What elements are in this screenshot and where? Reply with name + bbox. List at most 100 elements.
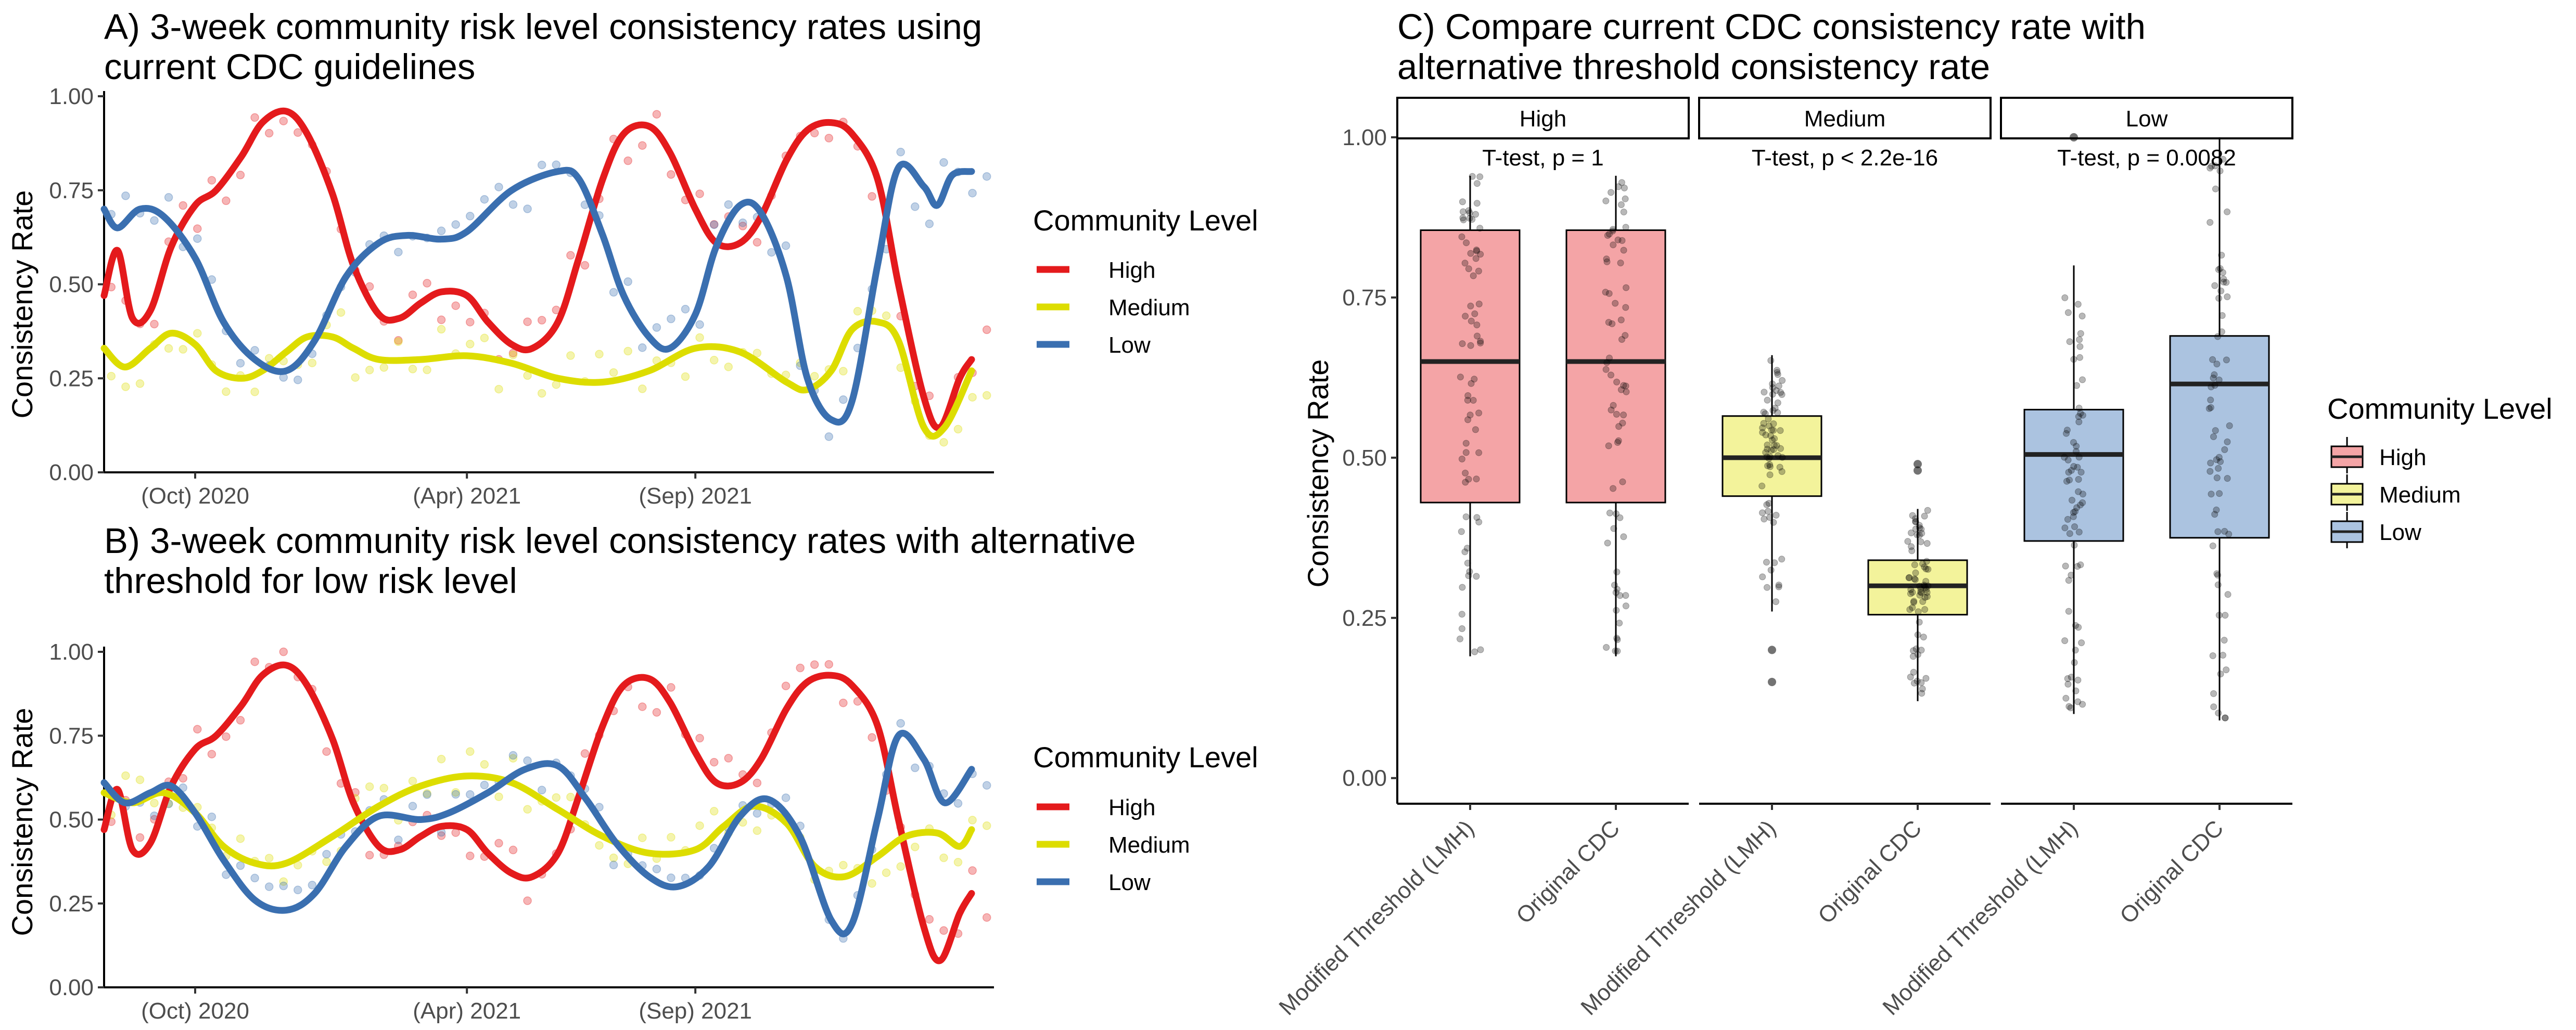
jitter-point [1622,382,1629,390]
jitter-point [1473,248,1481,254]
data-point-medium [466,340,475,349]
data-point-medium [667,833,675,842]
series-line-low [100,160,975,426]
jitter-point [1907,674,1914,680]
jitter-point [2209,356,2216,363]
data-point-low [911,202,920,211]
jitter-point [2212,427,2219,434]
jitter-point [1775,382,1782,390]
data-point-high [394,336,403,345]
data-point-high [150,319,159,329]
jitter-point [1613,586,1621,593]
jitter-point [1616,592,1624,599]
jitter-point [2217,671,2224,678]
jitter-point [1475,300,1483,307]
data-point-high [968,866,977,875]
jitter-point [1774,367,1781,374]
data-point-low [279,881,288,891]
outlier-point [1768,677,1776,686]
data-point-medium [178,345,187,354]
jitter-point [2222,714,2229,722]
data-point-high [508,349,518,357]
data-point-medium [466,747,475,756]
jitter-point [1622,195,1629,202]
jitter-point [1770,420,1777,428]
outlier-point [1768,646,1776,654]
data-point-low [523,204,532,213]
jitter-point [1769,407,1777,414]
data-point-medium [609,853,618,862]
data-point-medium [982,821,991,830]
panel-b-legend-title: Community Level [1033,741,1258,774]
jitter-point [2070,356,2077,363]
data-point-high [580,749,590,758]
data-point-high [667,683,675,692]
data-point-low [968,188,977,198]
data-point-high [193,725,202,734]
data-point-high [580,261,590,270]
jitter-point [2079,411,2086,419]
jitter-point [1462,479,1469,486]
jitter-point [1774,371,1781,378]
data-point-medium [882,311,891,320]
jitter-point [2216,265,2224,272]
jitter-point [1475,519,1483,525]
data-point-medium [279,877,288,886]
jitter-point [2072,687,2080,694]
jitter-point [1764,396,1771,404]
jitter-point [1910,598,1918,605]
jitter-point [1771,405,1779,412]
data-point-low [121,191,130,200]
jitter-point [1467,250,1474,257]
jitter-point [2076,343,2084,350]
jitter-point [2207,164,2214,172]
jitter-point [1772,598,1779,606]
jitter-point [2208,491,2215,498]
data-point-low [250,873,259,883]
data-point-medium [868,879,876,888]
jitter-point [2215,710,2222,717]
data-point-low [236,861,245,870]
data-point-low [150,216,159,225]
legend-label-high: High [1108,795,1156,820]
jitter-point [1618,336,1625,343]
jitter-point [2220,652,2226,659]
jitter-point [1462,513,1470,520]
data-point-low [911,763,920,772]
jitter-point [2076,336,2083,343]
jitter-point [1762,431,1769,439]
jitter-point [1463,239,1470,247]
jitter-point [1772,511,1780,519]
jitter-point [1475,267,1482,275]
jitter-point [1477,338,1484,345]
legend-label-low: Low [1108,332,1151,358]
data-point-medium [566,792,575,802]
jitter-point [2220,156,2227,163]
facet-strip-label: High [1520,106,1567,132]
jitter-point [2065,703,2073,710]
jitter-point [1473,514,1481,521]
data-point-medium [939,437,948,447]
data-point-high [982,325,991,334]
jitter-point [1459,198,1466,205]
jitter-point [1606,509,1613,517]
data-point-high [868,733,876,742]
jitter-point [2064,675,2071,682]
jitter-point [1923,593,1931,600]
data-point-medium [451,788,460,797]
jitter-point [1459,214,1466,222]
legend-label-high: High [1108,258,1156,283]
jitter-point [2215,376,2223,383]
jitter-point [1765,500,1772,507]
data-point-medium [508,754,518,763]
data-point-low [537,160,546,170]
jitter-point [1911,575,1918,583]
jitter-point [1762,410,1769,417]
data-point-medium [193,329,202,338]
jitter-point [1910,668,1917,676]
jitter-point [1471,648,1478,655]
jitter-point [1924,582,1932,589]
jitter-point [1766,471,1774,479]
jitter-point [1907,590,1914,597]
